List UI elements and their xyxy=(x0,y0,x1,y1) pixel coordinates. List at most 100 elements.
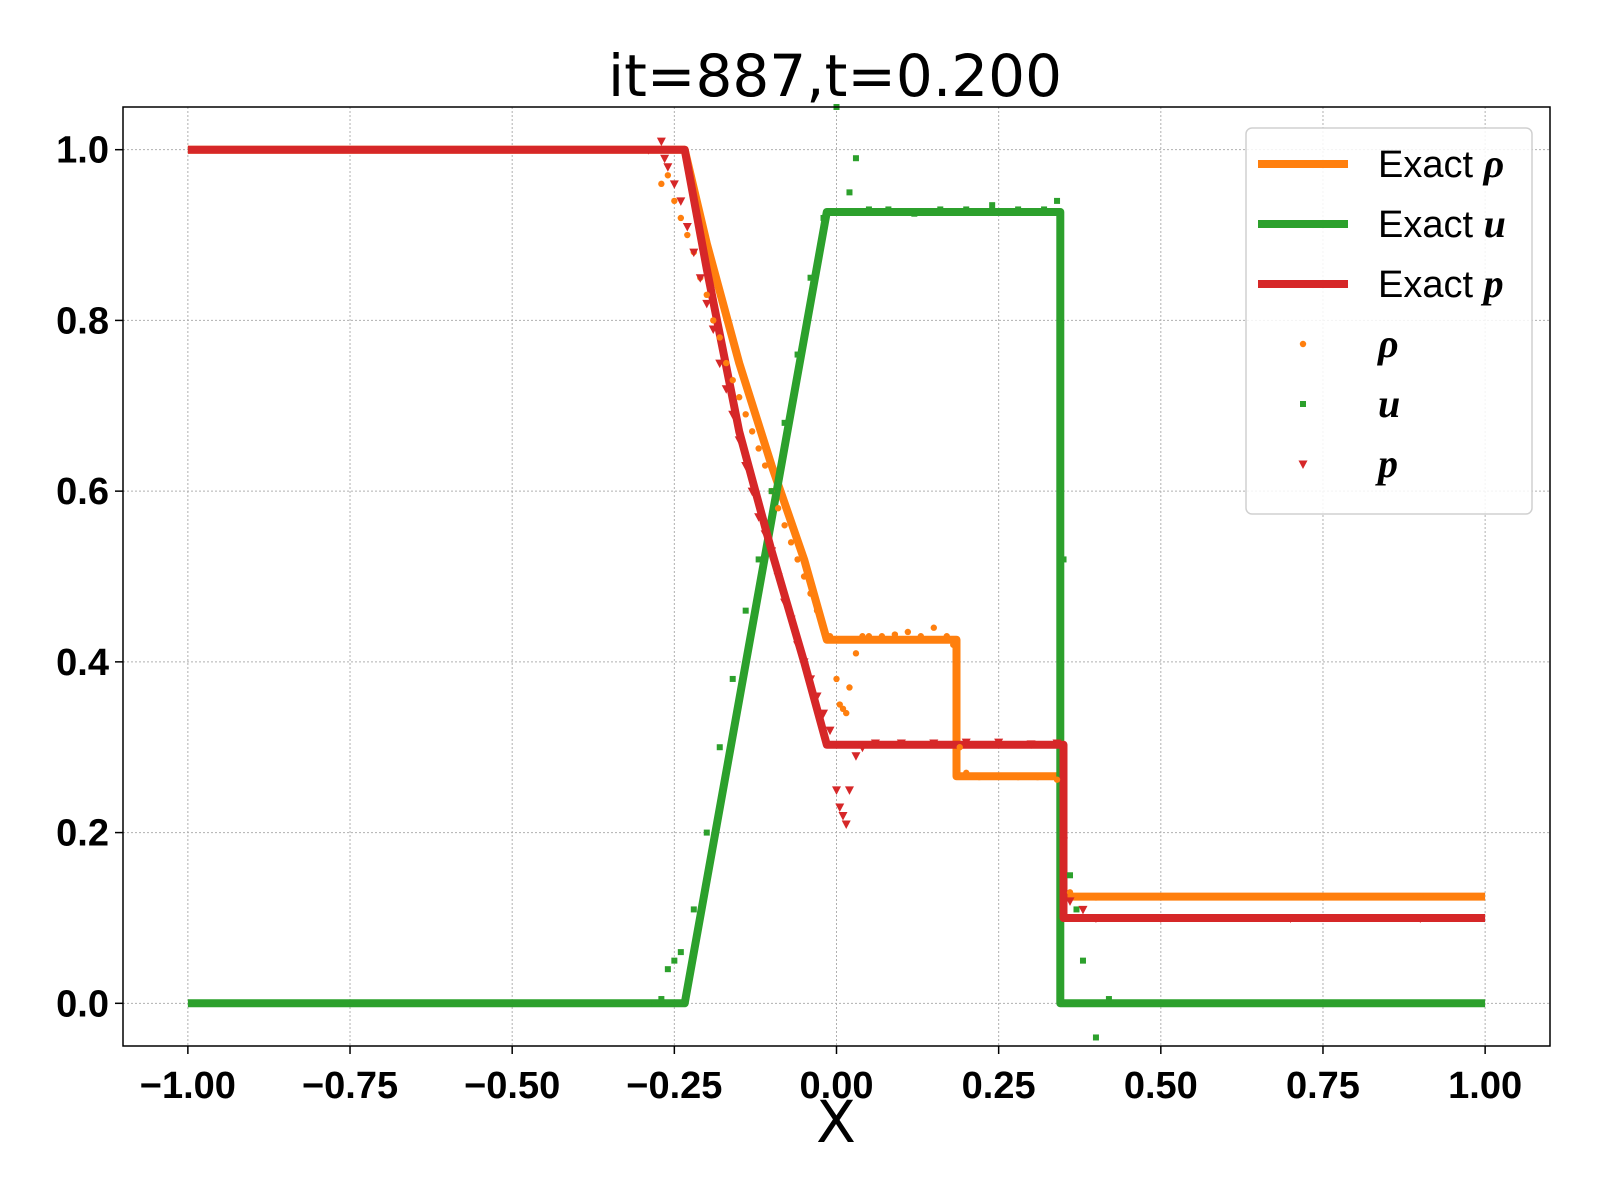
u-data-point xyxy=(937,206,944,213)
p-data-point xyxy=(929,739,939,748)
p-data-point xyxy=(660,154,670,164)
p-data-point xyxy=(669,180,679,189)
rho-data-point xyxy=(843,709,850,717)
rho-data-point xyxy=(1157,893,1165,900)
u-data-point xyxy=(768,488,775,495)
rho-data-point xyxy=(930,624,937,631)
legend-rho-label: ρ xyxy=(1377,321,1399,366)
p-data-point xyxy=(741,462,751,471)
u-data-point xyxy=(1086,1000,1093,1007)
rho-data-point xyxy=(755,445,762,452)
p-data-point xyxy=(656,137,666,147)
p-data-point xyxy=(825,726,835,736)
u-data-point xyxy=(807,274,814,281)
x-tick-label: 1.00 xyxy=(1448,1065,1522,1107)
rho-data-point xyxy=(1014,773,1022,781)
p-data-point xyxy=(721,385,731,394)
legend-p-label: p xyxy=(1375,441,1398,486)
p-data-point xyxy=(676,197,686,206)
rho-data-point xyxy=(963,769,970,777)
p-data-point xyxy=(844,786,854,795)
p-data-point xyxy=(682,223,692,232)
p-data-point xyxy=(643,146,653,155)
u-data-point xyxy=(1015,206,1022,213)
p-data-point xyxy=(1059,837,1069,847)
p-data-point xyxy=(870,739,880,748)
rho-data-point xyxy=(716,334,723,341)
legend-exact-p-label: Exact p xyxy=(1378,261,1504,306)
p-data-point xyxy=(793,641,803,650)
p-data-point xyxy=(786,615,796,625)
rho-data-point xyxy=(742,411,749,418)
p-data-point xyxy=(799,658,809,667)
rho-data-point xyxy=(664,172,672,179)
rho-data-point xyxy=(943,633,950,640)
p-data-point xyxy=(832,786,841,795)
rho-data-point xyxy=(976,773,983,781)
p-data-point xyxy=(780,598,790,608)
exact-u-line xyxy=(187,208,1486,1008)
u-data-point xyxy=(1073,906,1080,913)
rho-data-point xyxy=(677,214,685,222)
rho-data-point xyxy=(781,522,788,529)
u-data-point xyxy=(645,1000,652,1007)
x-tick-label: −1.00 xyxy=(140,1065,236,1107)
rho-data-point xyxy=(995,773,1002,780)
y-tick-label: 0.6 xyxy=(56,471,109,513)
legend-p-swatch xyxy=(1298,460,1308,469)
p-data-point xyxy=(1286,914,1296,923)
p-data-point xyxy=(1065,897,1075,906)
p-data-point xyxy=(838,812,848,821)
rho-data-point xyxy=(1053,776,1061,783)
rho-data-point xyxy=(904,628,912,636)
u-data-point xyxy=(989,202,996,209)
u-data-point xyxy=(1105,996,1112,1003)
p-data-point xyxy=(857,743,867,753)
rho-data-point xyxy=(723,359,730,367)
rho-data-point xyxy=(761,462,769,469)
p-data-point xyxy=(806,675,816,684)
p-data-point xyxy=(1091,914,1101,923)
rho-data-point xyxy=(1352,893,1359,900)
legend-exact-rho-label: Exact ρ xyxy=(1378,141,1504,186)
rho-data-point xyxy=(826,633,834,640)
u-data-point xyxy=(846,189,853,196)
u-data-point xyxy=(1054,197,1061,204)
rho-data-point xyxy=(865,633,873,640)
rho-data-point xyxy=(729,376,736,384)
rho-data-point xyxy=(820,624,827,631)
rho-data-point xyxy=(878,633,886,640)
x-tick-label: −0.25 xyxy=(626,1065,722,1107)
rho-data-point xyxy=(891,631,899,638)
rho-data-point xyxy=(1092,894,1100,901)
exact-p-line xyxy=(187,145,1486,922)
p-data-point xyxy=(841,820,851,830)
rho-data-point xyxy=(671,197,678,205)
u-data-point xyxy=(658,996,665,1003)
u-data-point xyxy=(1041,206,1048,213)
u-data-point xyxy=(911,210,918,217)
p-data-point xyxy=(896,739,906,748)
rho-data-point xyxy=(736,394,743,401)
p-data-point xyxy=(715,359,725,369)
u-data-point xyxy=(677,949,684,956)
tick-layer: −1.00 −0.75 −0.50 −0.25 0.00 0.25 0.50 0.75 1.00… xyxy=(56,130,1522,1107)
rho-data-point xyxy=(1066,889,1074,896)
rho-data-point xyxy=(710,317,717,324)
legend-u-label: u xyxy=(1378,381,1400,426)
series-layer xyxy=(187,104,1486,1041)
rho-data-point xyxy=(748,428,756,435)
rho-data-point xyxy=(774,505,782,512)
x-axis-label: X xyxy=(816,1088,856,1156)
rho-data-point xyxy=(1222,893,1229,900)
rho-data-point xyxy=(917,633,925,640)
u-data-point xyxy=(1092,1034,1099,1041)
u-data-point xyxy=(1157,1000,1164,1007)
rho-data-point xyxy=(787,539,795,546)
p-data-point xyxy=(819,709,829,719)
u-data-point xyxy=(690,906,697,913)
p-data-point xyxy=(754,513,764,522)
legend: Exact ρ Exact u Exact p ρup xyxy=(1245,127,1533,515)
legend-rho-swatch xyxy=(1299,340,1307,348)
